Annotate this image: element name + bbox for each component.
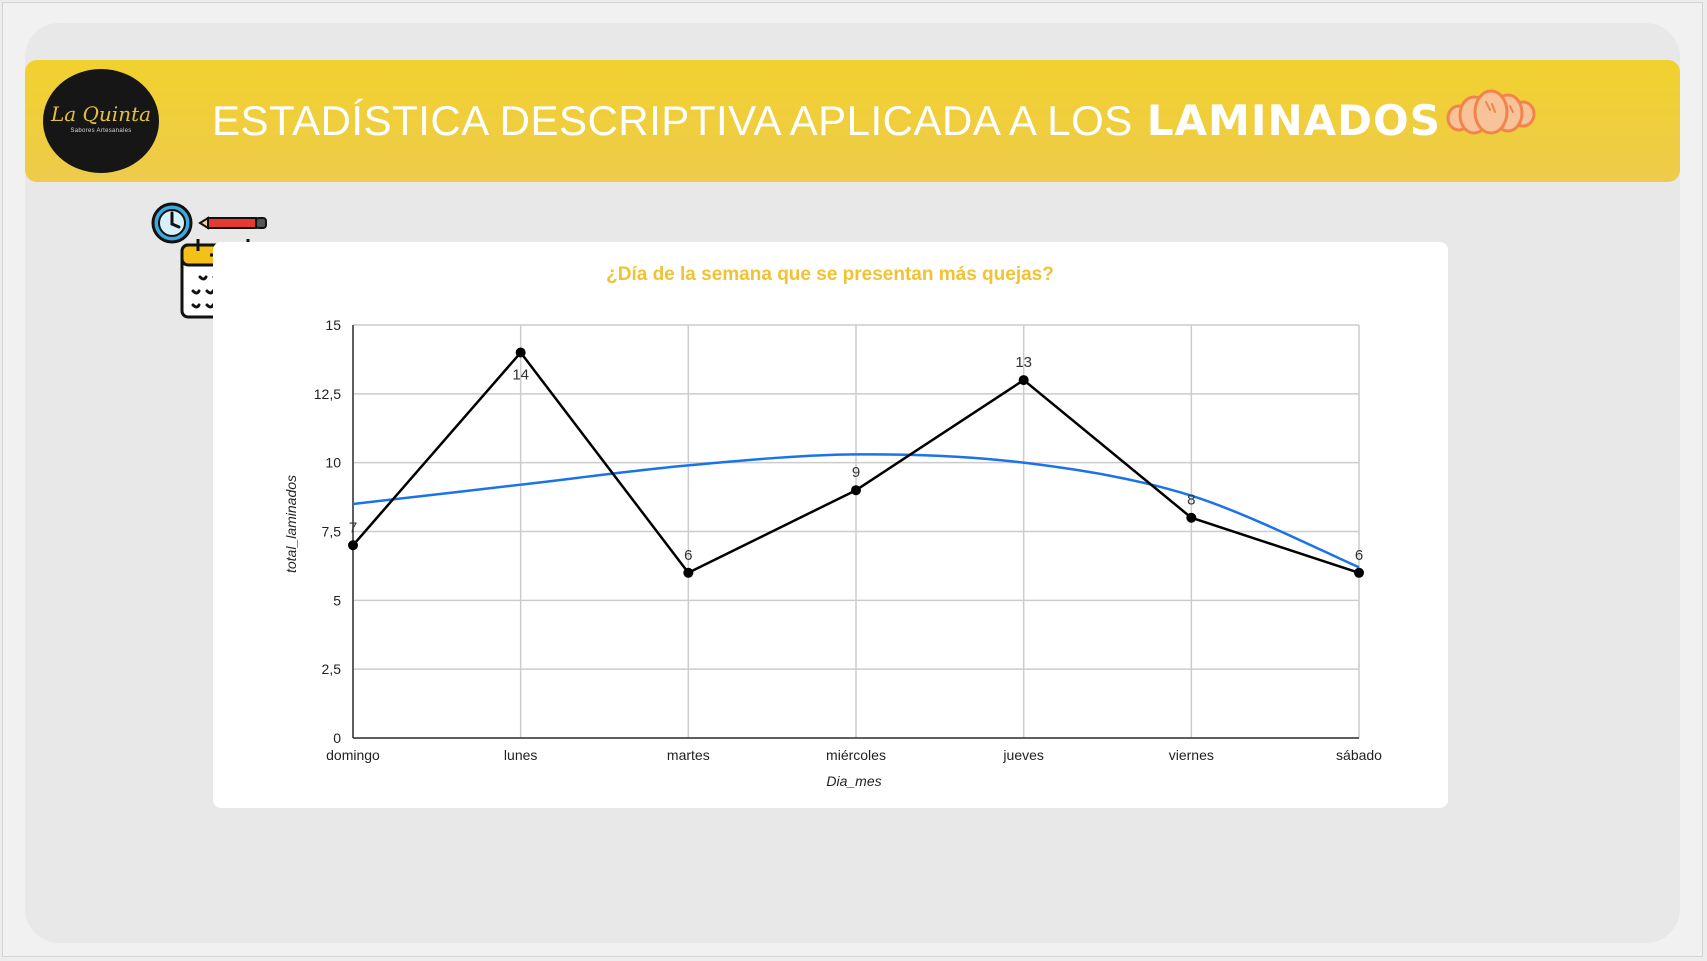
data-point xyxy=(348,540,358,551)
header-banner xyxy=(25,60,1680,182)
chart-card: ¿Día de la semana que se presentan más q… xyxy=(213,242,1448,808)
chart-title: ¿Día de la semana que se presentan más q… xyxy=(606,264,1054,285)
x-tick-label: sábado xyxy=(1336,747,1382,763)
logo-tagline: Sabores Artesanales xyxy=(70,128,132,134)
data-label: 13 xyxy=(1015,354,1032,371)
logo-name: La Quinta xyxy=(50,102,152,126)
data-point xyxy=(1186,512,1197,523)
data-point xyxy=(683,567,694,578)
data-labels: 7 14 6 9 13 8 6 xyxy=(349,354,1363,564)
data-label: 7 xyxy=(349,519,357,536)
y-tick-label: 0 xyxy=(333,730,341,746)
x-tick-label: lunes xyxy=(504,747,537,763)
x-tick-label: jueves xyxy=(1002,747,1043,763)
y-tick-label: 7,5 xyxy=(322,524,342,540)
y-axis-ticks: 0 2,5 5 7,5 10 12,5 15 xyxy=(314,317,341,746)
x-tick-label: viernes xyxy=(1169,747,1214,763)
data-point xyxy=(515,347,526,358)
trendline xyxy=(352,453,1360,569)
line-chart: ¿Día de la semana que se presentan más q… xyxy=(283,264,1382,789)
y-tick-label: 10 xyxy=(325,455,341,471)
x-axis-label: Dia_mes xyxy=(826,773,881,789)
trendline-layer xyxy=(352,453,1360,569)
x-tick-label: martes xyxy=(667,747,710,763)
x-tick-label: domingo xyxy=(326,747,380,763)
data-point xyxy=(1018,375,1029,386)
grid-lines xyxy=(352,324,1360,739)
data-point xyxy=(1354,567,1364,578)
x-axis-ticks: domingo lunes martes miércoles jueves viernes… xyxy=(326,747,1382,763)
y-tick-label: 12,5 xyxy=(314,386,341,402)
x-tick-label: miércoles xyxy=(826,747,886,763)
clock-icon xyxy=(151,202,193,244)
y-tick-label: 2,5 xyxy=(322,661,342,677)
data-label: 14 xyxy=(512,367,529,384)
series-layer xyxy=(348,347,1364,578)
title-lead: ESTADÍSTICA DESCRIPTIVA APLICADA A LOS xyxy=(212,97,1133,144)
data-label: 9 xyxy=(852,464,860,481)
pencil-icon xyxy=(198,216,267,230)
data-point xyxy=(851,485,861,496)
data-label: 6 xyxy=(684,547,692,564)
title-emphasis: LAMINADOS xyxy=(1146,96,1441,145)
data-label: 8 xyxy=(1187,492,1195,509)
croissant-icon xyxy=(1446,89,1536,135)
y-tick-label: 15 xyxy=(325,317,341,333)
y-axis-label: total_laminados xyxy=(283,475,299,573)
la-quinta-logo: La Quinta Sabores Artesanales xyxy=(43,69,159,173)
data-label: 6 xyxy=(1355,547,1363,564)
y-tick-label: 5 xyxy=(333,592,341,608)
page-title: ESTADÍSTICA DESCRIPTIVA APLICADA A LOS LA… xyxy=(212,95,1441,147)
